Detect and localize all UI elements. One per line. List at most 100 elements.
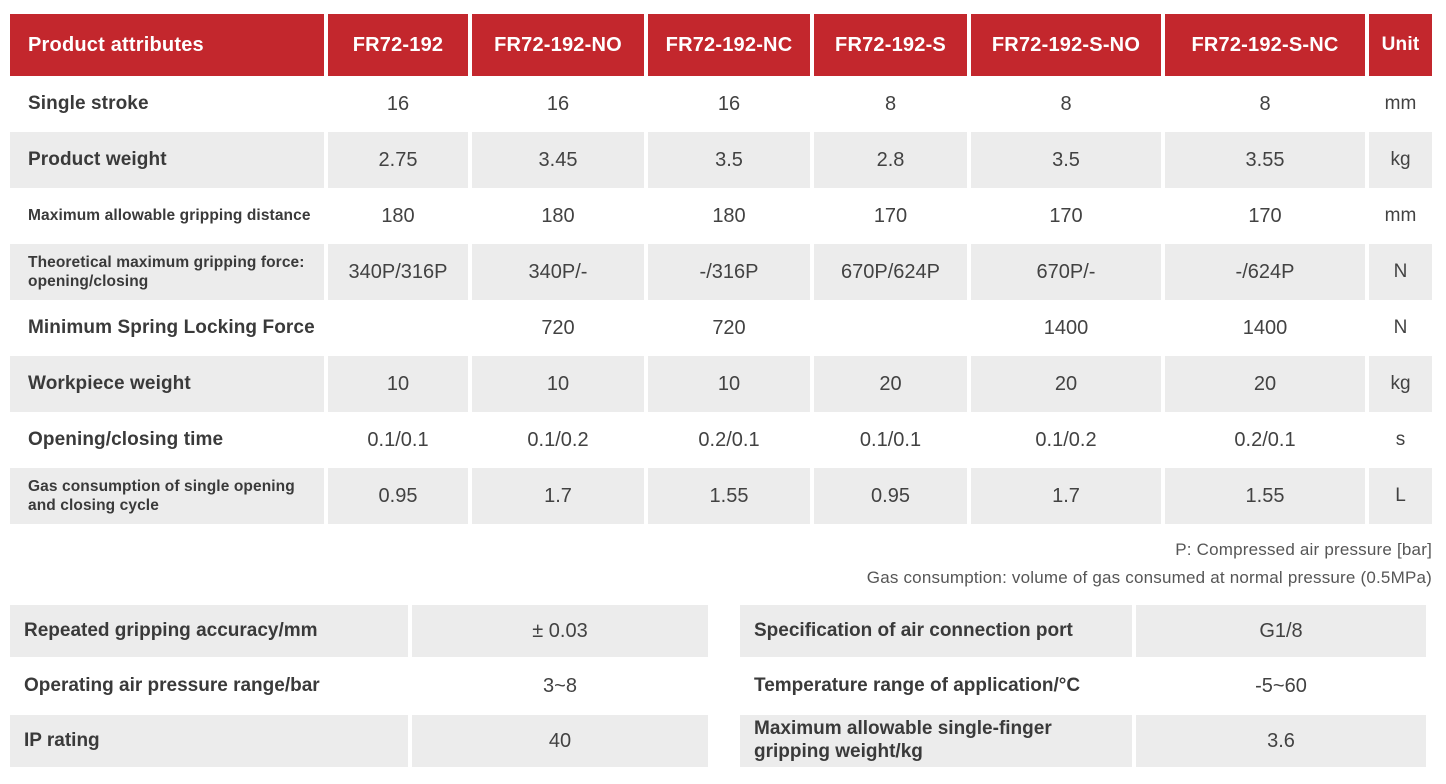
- spec-row: Workpiece weight 10 10 10 20 20 20 kg: [10, 356, 1432, 412]
- summary-label: Specification of air connection port: [740, 605, 1132, 658]
- value-cell: 3.5: [648, 132, 810, 188]
- unit-cell: kg: [1369, 132, 1432, 188]
- value-cell: 1.7: [472, 468, 644, 524]
- bottom-tables: Repeated gripping accuracy/mm ± 0.03 Opera…: [6, 602, 1446, 770]
- value-cell: 2.8: [814, 132, 967, 188]
- attribute-label: Minimum Spring Locking Force: [28, 317, 315, 338]
- unit-cell: mm: [1384, 93, 1417, 114]
- attribute-label: Product weight: [10, 132, 324, 188]
- summary-label: Maximum allowable single-finger gripping…: [740, 715, 1132, 768]
- value-cell: -/624P: [1165, 244, 1365, 300]
- summary-label: Operating air pressure range/bar: [24, 674, 320, 696]
- attribute-label: Maximum allowable gripping distance: [28, 207, 311, 225]
- value-cell: 20: [1165, 356, 1365, 412]
- summary-label: IP rating: [10, 715, 408, 768]
- value-cell: 170: [1248, 204, 1282, 227]
- spec-column-header: FR72-192-S-NO: [971, 14, 1161, 76]
- value-cell: 16: [386, 92, 410, 115]
- right-spec-table: Specification of air connection port G1/8…: [736, 602, 1430, 770]
- value-cell: 0.1/0.1: [859, 428, 922, 451]
- footnotes: P: Compressed air pressure [bar] Gas con…: [6, 536, 1432, 592]
- spec-row: Single stroke 16 16 16 8 8 8 mm: [10, 76, 1432, 132]
- value-cell: 1400: [1043, 316, 1089, 339]
- value-cell: 670P/624P: [814, 244, 967, 300]
- right-table-body: Specification of air connection port G1/8…: [740, 605, 1426, 768]
- value-cell: 20: [971, 356, 1161, 412]
- unit-cell: s: [1395, 429, 1406, 450]
- summary-value: G1/8: [1136, 605, 1426, 658]
- spec-table-body: Single stroke 16 16 16 8 8 8 mm Product weight 2.…: [10, 76, 1432, 524]
- value-cell: 0.1/0.2: [527, 428, 589, 451]
- value-cell: 8: [884, 92, 897, 115]
- value-cell: 1.7: [971, 468, 1161, 524]
- value-cell: 180: [712, 204, 746, 227]
- footnote-pressure: P: Compressed air pressure [bar]: [1175, 540, 1432, 559]
- spec-row: Product weight 2.75 3.45 3.5 2.8 3.5 3.55 kg: [10, 132, 1432, 188]
- attribute-label: Opening/closing time: [28, 429, 224, 450]
- spec-row: Maximum allowable gripping distance 180 18…: [10, 188, 1432, 244]
- unit-cell: L: [1369, 468, 1432, 524]
- spec-column-header: FR72-192-S-NC: [1165, 14, 1365, 76]
- value-cell: 10: [472, 356, 644, 412]
- unit-cell: N: [1369, 244, 1432, 300]
- value-cell: 670P/-: [971, 244, 1161, 300]
- value-cell: 720: [712, 316, 746, 339]
- footnote-gas-consumption: Gas consumption: volume of gas consumed …: [866, 568, 1432, 588]
- value-cell: 0.95: [328, 468, 468, 524]
- summary-value: -5~60: [1255, 674, 1307, 697]
- value-cell: 3.55: [1165, 132, 1365, 188]
- attribute-label: Theoretical maximum gripping force: open…: [10, 244, 324, 300]
- spec-table: Product attributes FR72-192 FR72-192-NO FR7…: [6, 14, 1436, 524]
- left-spec-table: Repeated gripping accuracy/mm ± 0.03 Opera…: [6, 602, 712, 770]
- unit-cell: mm: [1384, 205, 1417, 226]
- value-cell: 16: [717, 92, 741, 115]
- value-cell: 0.2/0.1: [698, 428, 760, 451]
- summary-label: Temperature range of application/°C: [754, 674, 1081, 696]
- value-cell: 20: [814, 356, 967, 412]
- value-cell: 3.5: [971, 132, 1161, 188]
- summary-row: Temperature range of application/°C -5~60: [740, 660, 1426, 712]
- value-cell: 10: [328, 356, 468, 412]
- value-cell: 0.1/0.2: [1035, 428, 1097, 451]
- spec-column-header: Product attributes: [10, 14, 324, 76]
- spec-row: Opening/closing time 0.1/0.1 0.1/0.2 0.2/0.…: [10, 412, 1432, 468]
- value-cell: 8: [1259, 92, 1271, 115]
- spec-row: Theoretical maximum gripping force: open…: [10, 244, 1432, 300]
- attribute-label: Single stroke: [28, 93, 149, 114]
- value-cell: 180: [381, 204, 415, 227]
- value-cell: 10: [648, 356, 810, 412]
- value-cell: 2.75: [328, 132, 468, 188]
- summary-row: Specification of air connection port G1/8: [740, 605, 1426, 658]
- left-table-body: Repeated gripping accuracy/mm ± 0.03 Opera…: [10, 605, 708, 768]
- value-cell: 180: [541, 204, 575, 227]
- value-cell: 8: [1060, 92, 1072, 115]
- summary-value: 3.6: [1136, 715, 1426, 768]
- value-cell: 720: [541, 316, 575, 339]
- spec-row: Gas consumption of single opening and cl…: [10, 468, 1432, 524]
- spec-column-header: FR72-192-S: [814, 14, 967, 76]
- summary-value: 3~8: [543, 674, 577, 697]
- value-cell: 16: [546, 92, 570, 115]
- summary-label: Repeated gripping accuracy/mm: [10, 605, 408, 658]
- summary-row: IP rating 40: [10, 715, 708, 768]
- value-cell: 170: [873, 204, 908, 227]
- spec-column-header: FR72-192: [328, 14, 468, 76]
- spec-row: Minimum Spring Locking Force 720 720 1400 14…: [10, 300, 1432, 356]
- unit-cell: N: [1393, 317, 1408, 338]
- value-cell: 3.45: [472, 132, 644, 188]
- spec-column-header: FR72-192-NC: [648, 14, 810, 76]
- value-cell: 340P/316P: [328, 244, 468, 300]
- summary-value: ± 0.03: [412, 605, 708, 658]
- value-cell: 0.1/0.1: [367, 428, 429, 451]
- value-cell: 0.95: [814, 468, 967, 524]
- summary-row: Repeated gripping accuracy/mm ± 0.03: [10, 605, 708, 658]
- unit-cell: kg: [1369, 356, 1432, 412]
- spec-column-header: FR72-192-NO: [472, 14, 644, 76]
- summary-row: Operating air pressure range/bar 3~8: [10, 660, 708, 712]
- value-cell: 1.55: [648, 468, 810, 524]
- value-cell: 170: [1049, 204, 1083, 227]
- value-cell: [814, 300, 967, 356]
- value-cell: 1400: [1242, 316, 1288, 339]
- value-cell: 0.2/0.1: [1234, 428, 1296, 451]
